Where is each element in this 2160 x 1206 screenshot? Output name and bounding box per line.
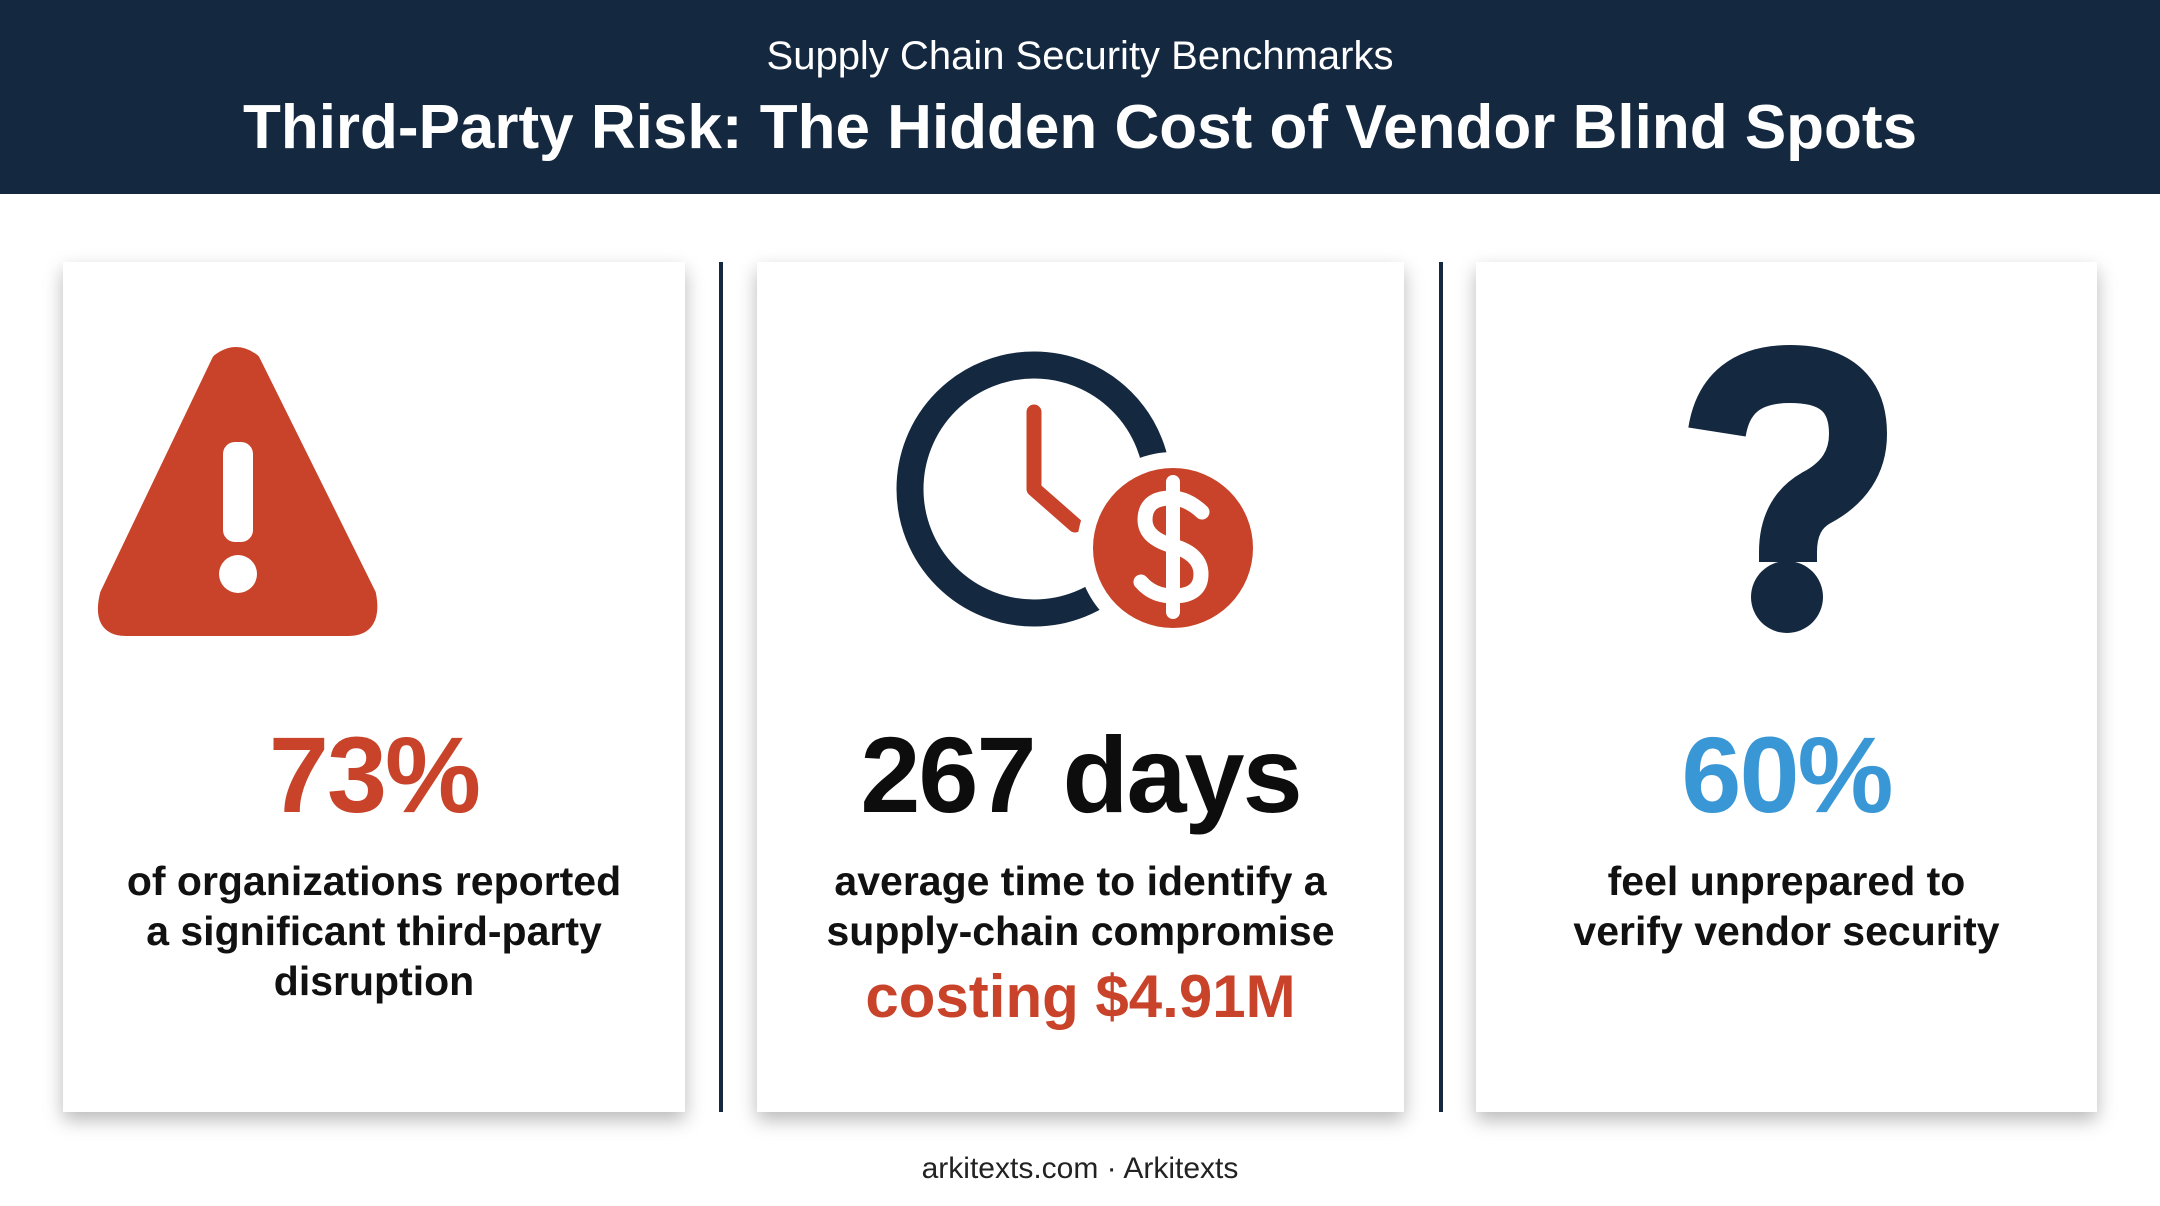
description-line: of organizations reported — [126, 858, 622, 904]
card: 60% feel unprepared to verify vendor sec… — [1476, 262, 2097, 1112]
card: 267 days average time to identify a supp… — [757, 262, 1404, 1112]
description-line: disruption — [273, 958, 475, 1004]
warning-icon — [97, 347, 378, 636]
stat: 60% — [1681, 714, 1893, 835]
footer: arkitexts.com · Arkitexts — [921, 1152, 1239, 1185]
highlight: costing $4.91M — [865, 963, 1296, 1030]
divider — [719, 262, 723, 1112]
divider — [1439, 262, 1443, 1112]
stat: 73% — [268, 714, 481, 835]
description-line: a significant third-party — [146, 908, 602, 954]
subtitle: Supply Chain Security Benchmarks — [766, 34, 1394, 78]
description-line: supply-chain compromise — [826, 908, 1335, 954]
clock-cost-icon — [896, 351, 1269, 644]
description-line: feel unprepared to — [1607, 858, 1966, 904]
stat: 267 days — [860, 714, 1302, 835]
description-line: verify vendor security — [1573, 908, 2000, 954]
description-line: average time to identify a — [834, 858, 1327, 904]
question-icon — [1688, 344, 1888, 633]
title: Third-Party Risk: The Hidden Cost of Ven… — [242, 93, 1918, 162]
header-bar — [0, 0, 2160, 194]
card: 73% of organizations reported a signific… — [63, 262, 685, 1112]
